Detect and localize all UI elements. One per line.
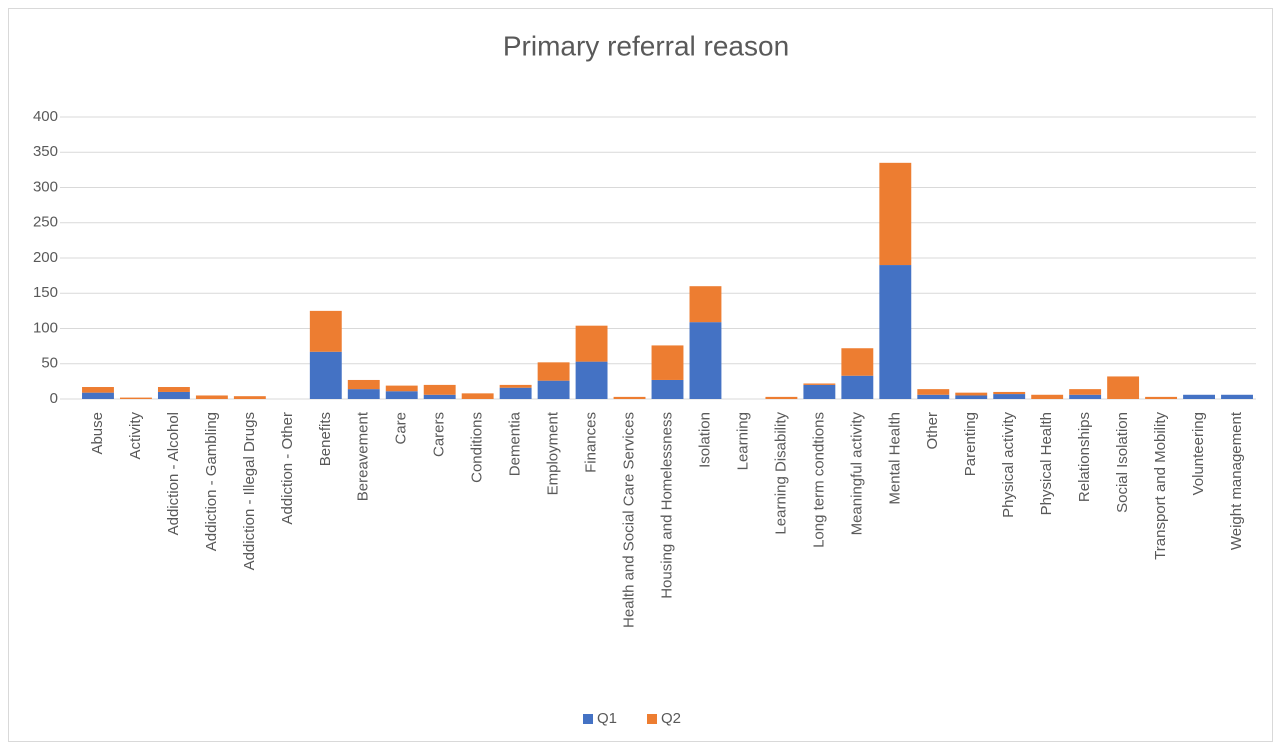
legend-swatch — [647, 714, 657, 724]
bar-segment — [1069, 389, 1102, 395]
bar-segment — [347, 379, 380, 390]
bar-segment — [955, 392, 988, 396]
bar-segment — [385, 385, 418, 392]
bar-segment — [803, 384, 836, 399]
bar-segment — [1107, 376, 1140, 399]
bar-segment — [613, 396, 646, 399]
bar-segment — [917, 389, 950, 395]
x-tick-label: Physical activity — [1000, 412, 1017, 518]
x-tick-label: Conditions — [469, 412, 486, 483]
chart-title: Primary referral reason — [503, 30, 789, 61]
x-tick-label: Benefits — [317, 412, 334, 466]
bar-segment — [1031, 394, 1064, 399]
y-tick-label: 200 — [33, 249, 58, 266]
x-tick-label: Employment — [545, 411, 562, 495]
y-tick-label: 300 — [33, 178, 58, 195]
bar-segment — [309, 351, 342, 399]
x-tick-label: Meaningful activity — [848, 412, 865, 536]
x-tick-label: Abuse — [89, 412, 106, 455]
x-tick-label: Isolation — [696, 412, 713, 468]
bar-segment — [461, 393, 494, 399]
bar-segment — [195, 395, 228, 399]
y-tick-label: 50 — [41, 355, 58, 372]
bar-segment — [499, 387, 532, 399]
bar-segment — [993, 394, 1026, 399]
x-tick-label: Dementia — [507, 411, 524, 476]
bar-segment — [917, 394, 950, 399]
y-tick-label: 100 — [33, 319, 58, 336]
legend-label: Q2 — [661, 710, 681, 727]
x-tick-label: Addiction - Other — [279, 412, 296, 525]
bar-segment — [841, 348, 874, 376]
bar-segment — [955, 395, 988, 399]
bar-segment — [879, 265, 912, 399]
legend-label: Q1 — [597, 710, 617, 727]
bar-segment — [765, 396, 798, 399]
bar-segment — [879, 162, 912, 266]
bar-segment — [689, 286, 722, 323]
x-tick-label: Relationships — [1076, 412, 1093, 502]
bar-segment — [651, 345, 684, 380]
y-tick-label: 350 — [33, 143, 58, 160]
x-tick-label: Finances — [583, 412, 600, 473]
legend-swatch — [583, 714, 593, 724]
x-tick-label: Addiction - Illegal Drugs — [241, 412, 258, 570]
y-tick-label: 150 — [33, 284, 58, 301]
x-tick-label: Mental Health — [886, 412, 903, 505]
x-tick-label: Learning — [734, 412, 751, 470]
bar-segment — [499, 384, 532, 388]
bar-segment — [82, 387, 114, 393]
bar-segment — [309, 310, 342, 352]
x-tick-label: Addiction - Gambling — [203, 412, 220, 551]
bar-segment — [841, 375, 874, 399]
x-tick-label: Addiction - Alcohol — [165, 412, 182, 535]
x-tick-label: Carers — [431, 412, 448, 457]
bar-segment — [120, 397, 152, 399]
x-tick-label: Weight management — [1228, 411, 1245, 550]
x-tick-label: Housing and Homelessness — [658, 412, 675, 599]
y-tick-label: 400 — [33, 108, 58, 125]
bar-segment — [423, 394, 456, 399]
x-tick-label: Bereavement — [355, 411, 372, 501]
x-tick-label: Volunteering — [1190, 412, 1207, 495]
x-tick-label: Long term condtions — [810, 412, 827, 548]
bar-segment — [1145, 396, 1178, 399]
x-tick-label: Activity — [127, 412, 144, 460]
bar-segment — [537, 362, 570, 381]
bar-segment — [1183, 394, 1215, 399]
bar-segment — [157, 391, 190, 399]
x-tick-label: Care — [393, 412, 410, 445]
bar-segment — [233, 396, 266, 399]
bar-segment — [803, 383, 836, 385]
bar-segment — [689, 322, 722, 399]
x-tick-label: Learning Disability — [772, 412, 789, 535]
chart-border — [8, 8, 1273, 742]
bar-segment — [537, 380, 570, 399]
x-tick-label: Other — [924, 412, 941, 450]
bar-segment — [82, 392, 114, 399]
bar-segment — [385, 391, 418, 399]
y-tick-label: 0 — [50, 390, 58, 407]
x-tick-label: Transport and Mobility — [1152, 412, 1169, 560]
bar-segment — [157, 387, 190, 392]
y-tick-label: 250 — [33, 214, 58, 231]
x-tick-label: Health and Social Care Services — [621, 412, 638, 628]
bar-segment — [993, 391, 1026, 395]
x-tick-label: Physical Health — [1038, 412, 1055, 515]
bar-segment — [423, 384, 456, 395]
x-tick-label: Parenting — [962, 412, 979, 476]
bar-segment — [1221, 394, 1253, 399]
bar-segment — [347, 389, 380, 399]
bar-segment — [651, 379, 684, 399]
bar-segment — [575, 325, 608, 362]
bar-segment — [575, 361, 608, 399]
x-tick-label: Social Isolation — [1114, 412, 1131, 513]
bar-segment — [1069, 394, 1102, 399]
